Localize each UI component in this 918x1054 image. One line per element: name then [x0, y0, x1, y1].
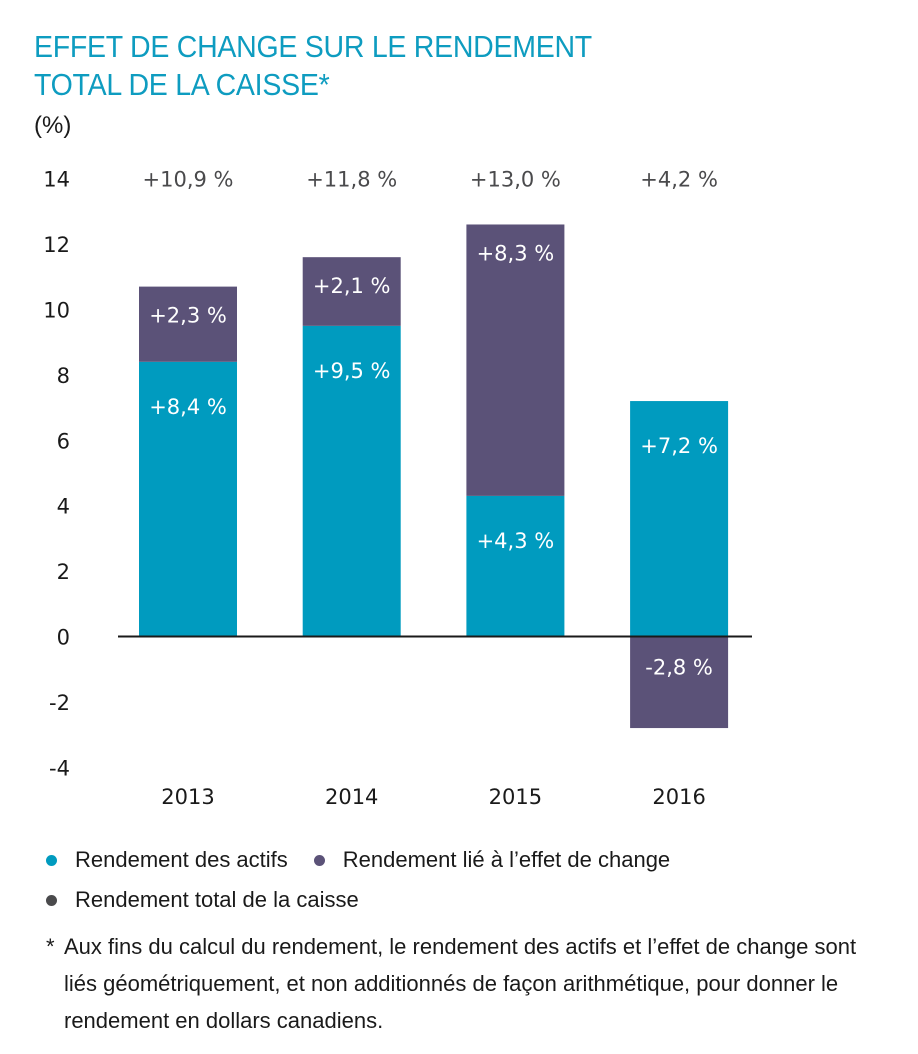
y-tick-label: 14	[43, 168, 70, 192]
x-tick-label: 2014	[325, 785, 378, 809]
legend: Rendement des actifs Rendement lié à l’e…	[46, 840, 696, 920]
y-tick-label: 8	[57, 364, 70, 388]
chart-title-line-2: TOTAL DE LA CAISSE*	[34, 67, 330, 102]
stacked-bar-chart: 14 12 10 8 6 4 2 0 -2 -4 +2,3 % +8,4 % +10,9 % 2013 +2…	[43, 168, 752, 809]
data-label-total-2016: +4,2 %	[640, 168, 718, 192]
legend-label: Rendement lié à l’effet de change	[342, 847, 671, 872]
legend-item-fx: Rendement lié à l’effet de change	[313, 847, 671, 873]
footnote-text: Aux fins du calcul du rendement, le rend…	[64, 934, 857, 1033]
bar-fx-2014	[302, 257, 401, 326]
y-tick-label: 6	[57, 429, 70, 453]
legend-item-assets: Rendement des actifs	[46, 847, 288, 873]
data-label-assets-2014: +9,5 %	[313, 359, 391, 383]
data-label-assets-2013: +8,4 %	[149, 395, 227, 419]
bar-fx-2013	[139, 286, 237, 362]
data-label-assets-2015: +4,3 %	[477, 529, 555, 553]
legend-label: Rendement total de la caisse	[75, 887, 359, 912]
x-tick-label: 2016	[652, 785, 705, 809]
footnote: * Aux fins du calcul du rendement, le re…	[46, 928, 876, 1039]
data-label-fx-2013: +2,3 %	[149, 304, 227, 328]
data-label-fx-2014: +2,1 %	[313, 274, 391, 298]
data-label-fx-2015: +8,3 %	[477, 241, 555, 265]
footnote-marker: *	[46, 934, 55, 959]
chart-title: EFFET DE CHANGE SUR LE RENDEMENT TOTAL D…	[34, 28, 592, 104]
legend-label: Rendement des actifs	[75, 847, 288, 872]
y-tick-label: -4	[49, 756, 70, 780]
data-label-total-2013: +10,9 %	[143, 168, 234, 192]
chart-title-line-1: EFFET DE CHANGE SUR LE RENDEMENT	[34, 29, 592, 64]
x-tick-label: 2015	[489, 785, 542, 809]
y-axis-unit-label: (%)	[34, 112, 72, 139]
bar-assets-2013	[139, 361, 237, 637]
legend-dot-icon	[313, 854, 325, 866]
y-tick-label: -2	[49, 691, 70, 715]
y-tick-label: 4	[57, 495, 70, 519]
bar-fx-2015	[466, 224, 565, 496]
legend-item-total: Rendement total de la caisse	[46, 887, 359, 913]
y-tick-label: 0	[57, 626, 70, 650]
data-label-total-2014: +11,8 %	[306, 168, 397, 192]
bar-assets-2016	[630, 401, 729, 637]
legend-dot-icon	[46, 854, 57, 866]
data-label-fx-2016: -2,8 %	[645, 656, 713, 680]
bar-assets-2014	[302, 325, 401, 637]
y-tick-label: 12	[43, 233, 70, 257]
y-tick-label: 2	[57, 560, 70, 584]
bar-fx-2016	[630, 636, 729, 729]
bar-assets-2015	[466, 495, 565, 637]
legend-dot-icon	[46, 894, 57, 906]
data-label-assets-2016: +7,2 %	[640, 434, 718, 458]
data-label-total-2015: +13,0 %	[470, 168, 561, 192]
y-tick-label: 10	[43, 299, 70, 323]
x-tick-label: 2013	[161, 785, 214, 809]
